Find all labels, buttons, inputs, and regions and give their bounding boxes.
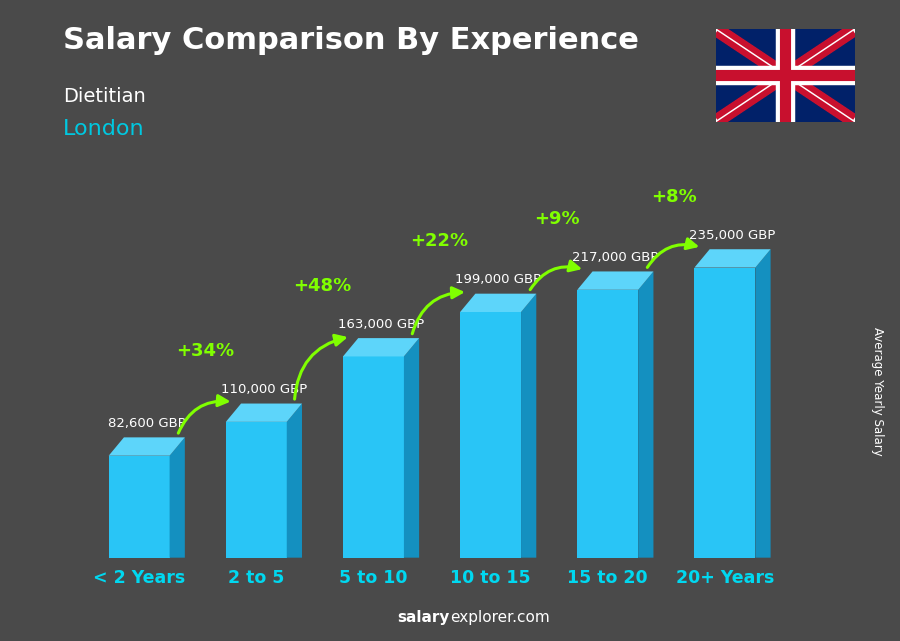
Text: Salary Comparison By Experience: Salary Comparison By Experience (63, 26, 639, 54)
Text: +9%: +9% (534, 210, 580, 228)
Polygon shape (226, 404, 302, 422)
Polygon shape (755, 249, 770, 558)
Polygon shape (695, 249, 770, 267)
Text: salary: salary (398, 610, 450, 625)
Text: Average Yearly Salary: Average Yearly Salary (871, 327, 884, 455)
Text: Dietitian: Dietitian (63, 87, 146, 106)
Text: 217,000 GBP: 217,000 GBP (572, 251, 659, 264)
Bar (577, 290, 638, 558)
Polygon shape (460, 294, 536, 312)
Text: +22%: +22% (410, 232, 469, 251)
Text: +34%: +34% (176, 342, 234, 360)
Polygon shape (109, 437, 184, 456)
Polygon shape (287, 404, 302, 558)
Text: 199,000 GBP: 199,000 GBP (455, 273, 541, 287)
Bar (109, 456, 169, 558)
Bar (695, 267, 755, 558)
Text: 235,000 GBP: 235,000 GBP (689, 229, 776, 242)
Text: +48%: +48% (293, 277, 352, 295)
Polygon shape (577, 271, 653, 290)
Bar (343, 356, 404, 558)
Text: 163,000 GBP: 163,000 GBP (338, 318, 424, 331)
Bar (460, 312, 521, 558)
Polygon shape (638, 271, 653, 558)
Bar (226, 422, 287, 558)
Text: explorer.com: explorer.com (450, 610, 550, 625)
Text: London: London (63, 119, 145, 138)
Text: 82,600 GBP: 82,600 GBP (108, 417, 185, 430)
Polygon shape (343, 338, 419, 356)
Polygon shape (169, 437, 184, 558)
Polygon shape (404, 338, 419, 558)
Polygon shape (521, 294, 536, 558)
Text: +8%: +8% (651, 188, 697, 206)
Text: 110,000 GBP: 110,000 GBP (220, 383, 307, 396)
